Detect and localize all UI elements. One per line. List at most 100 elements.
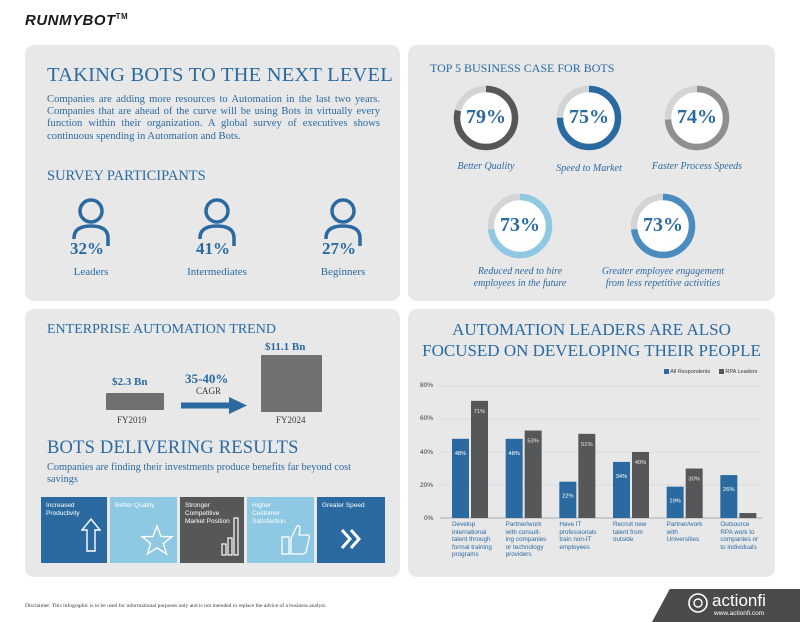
person-icon: [198, 198, 236, 246]
result-tile: Better Quality: [110, 497, 177, 563]
business-case-title: TOP 5 BUSINESS CASE FOR BOTS: [430, 61, 615, 75]
trend-right-box: [261, 355, 322, 412]
category-label: Outsource RPA work to companies or to in…: [720, 521, 759, 551]
disclaimer: Disclaimer: This infographic is to be us…: [25, 603, 327, 609]
bar: [720, 475, 738, 518]
intro-body: Companies are adding more resources to A…: [47, 94, 380, 142]
participant-label: Leaders: [73, 266, 109, 278]
bar-data-label: 71%: [474, 409, 486, 415]
legend-label: RPA Leaders: [725, 369, 758, 375]
ring-label: Reduced need to hire employees in the fu…: [473, 266, 567, 289]
progress-ring: [630, 193, 696, 259]
legend-swatch: [664, 369, 669, 375]
bar-chart: 48% 71% 48% 53% 22% 51% 34% 40% 19% 30% 26%: [440, 385, 762, 519]
trend-right-year: FY2024: [276, 415, 306, 425]
brand-tm: TM: [115, 12, 129, 21]
result-tile-label: Increased Productivity: [46, 502, 80, 517]
trend-growth-label: CAGR: [196, 386, 222, 396]
category-label: Recruit new talent from outside: [613, 521, 647, 544]
person-icon: [324, 198, 362, 246]
bar: [632, 452, 649, 518]
bar-data-label: 19%: [669, 499, 681, 505]
result-tile: Greater Speed: [317, 497, 385, 563]
bar-data-label: 30%: [688, 477, 700, 483]
result-tile-label: Higher Customer Satisfaction: [252, 502, 286, 525]
bar: [452, 438, 469, 518]
ring-label: Faster Process Speeds: [651, 161, 743, 172]
brand-name: RUNMYBOT: [25, 12, 116, 29]
trend-title: ENTERPRISE AUTOMATION TREND: [47, 322, 276, 337]
ring-label: Speed to Market: [556, 163, 622, 174]
participant-label: Intermediates: [187, 266, 247, 278]
ring-pct: 73%: [643, 214, 683, 236]
y-tick-label: 40%: [420, 449, 434, 456]
bar: [613, 461, 630, 518]
person-icon: [72, 198, 110, 246]
results-body: Companies are finding their investments …: [47, 462, 351, 486]
category-label: Partner/work with Universities: [666, 521, 703, 544]
double-chevron-icon: [340, 529, 362, 549]
trend-growth: 35-40%: [185, 371, 229, 386]
y-tick-label: 60%: [420, 415, 434, 422]
results-title: BOTS DELIVERING RESULTS: [47, 438, 299, 458]
result-tile: Higher Customer Satisfaction: [247, 497, 314, 563]
footer-url: www.actionfi.com: [714, 610, 765, 617]
bar-data-label: 22%: [562, 494, 574, 500]
legend: All Respondents RPA Leaders: [664, 369, 757, 375]
bar-data-label: 48%: [508, 451, 520, 457]
bar-data-label: 53%: [527, 439, 539, 445]
legend-label: All Respondents: [670, 369, 711, 375]
bar-data-label: 51%: [581, 442, 593, 448]
bar: [559, 481, 577, 518]
brand-logo: RUNMYBOTTM: [25, 12, 128, 29]
progress-ring: [556, 85, 622, 151]
bar-chart-icon: [221, 517, 239, 556]
bar: [578, 433, 596, 518]
category-label: Partner/work with consult- ing companies…: [505, 521, 547, 559]
ring-pct: 79%: [466, 106, 506, 128]
arrow-right-icon: [181, 397, 247, 414]
bar-data-label: 40%: [635, 460, 647, 466]
actionfi-logo-icon: [688, 593, 708, 613]
bar: [685, 468, 703, 518]
y-tick-label: 80%: [420, 382, 434, 389]
trend-left-box: [106, 393, 164, 410]
ring-pct: 74%: [677, 106, 717, 128]
thumbs-up-icon: [281, 525, 310, 555]
result-tile: Stronger Competitive Market Position: [180, 497, 244, 563]
progress-ring: [487, 193, 553, 259]
bar: [505, 438, 523, 518]
progress-ring: [453, 85, 519, 151]
category-label: Have IT professionals train non-IT emplo…: [559, 521, 597, 551]
legend-swatch: [718, 369, 724, 375]
trend-right-value: $11.1 Bn: [265, 341, 306, 353]
category-label: Develop international talent through for…: [452, 521, 492, 559]
leaders-title-line2: FOCUSED ON DEVELOPING THEIR PEOPLE: [422, 341, 761, 360]
result-tile-label: Better Quality: [115, 502, 155, 509]
bar-data-label: 26%: [723, 487, 735, 493]
ring-pct: 73%: [500, 214, 540, 236]
ring-label: Better Quality: [457, 161, 515, 172]
result-tile-label: Greater Speed: [322, 502, 365, 509]
footer-company: actionfi: [712, 591, 766, 610]
trend-left-value: $2.3 Bn: [112, 376, 148, 388]
y-tick-label: 20%: [420, 482, 434, 489]
trend-left-year: FY2019: [117, 415, 147, 425]
bar: [666, 486, 684, 518]
intro-title: TAKING BOTS TO THE NEXT LEVEL: [47, 64, 393, 86]
ring-pct: 75%: [569, 106, 609, 128]
star-icon: [140, 524, 174, 556]
leaders-title-line1: AUTOMATION LEADERS ARE ALSO: [452, 320, 731, 339]
footer-logo-block: [652, 589, 800, 622]
participant-pct: 32%: [69, 239, 105, 259]
result-tile: Increased Productivity: [41, 497, 107, 563]
bar-data-label: 34%: [616, 474, 628, 480]
bar: [739, 513, 757, 518]
arrow-up-icon: [81, 518, 101, 552]
participant-pct: 27%: [321, 239, 357, 259]
bar: [471, 400, 488, 518]
result-tile-label: Stronger Competitive Market Position: [185, 502, 230, 525]
progress-ring: [664, 85, 730, 151]
survey-title: SURVEY PARTICIPANTS: [47, 168, 206, 184]
bar: [524, 430, 542, 518]
